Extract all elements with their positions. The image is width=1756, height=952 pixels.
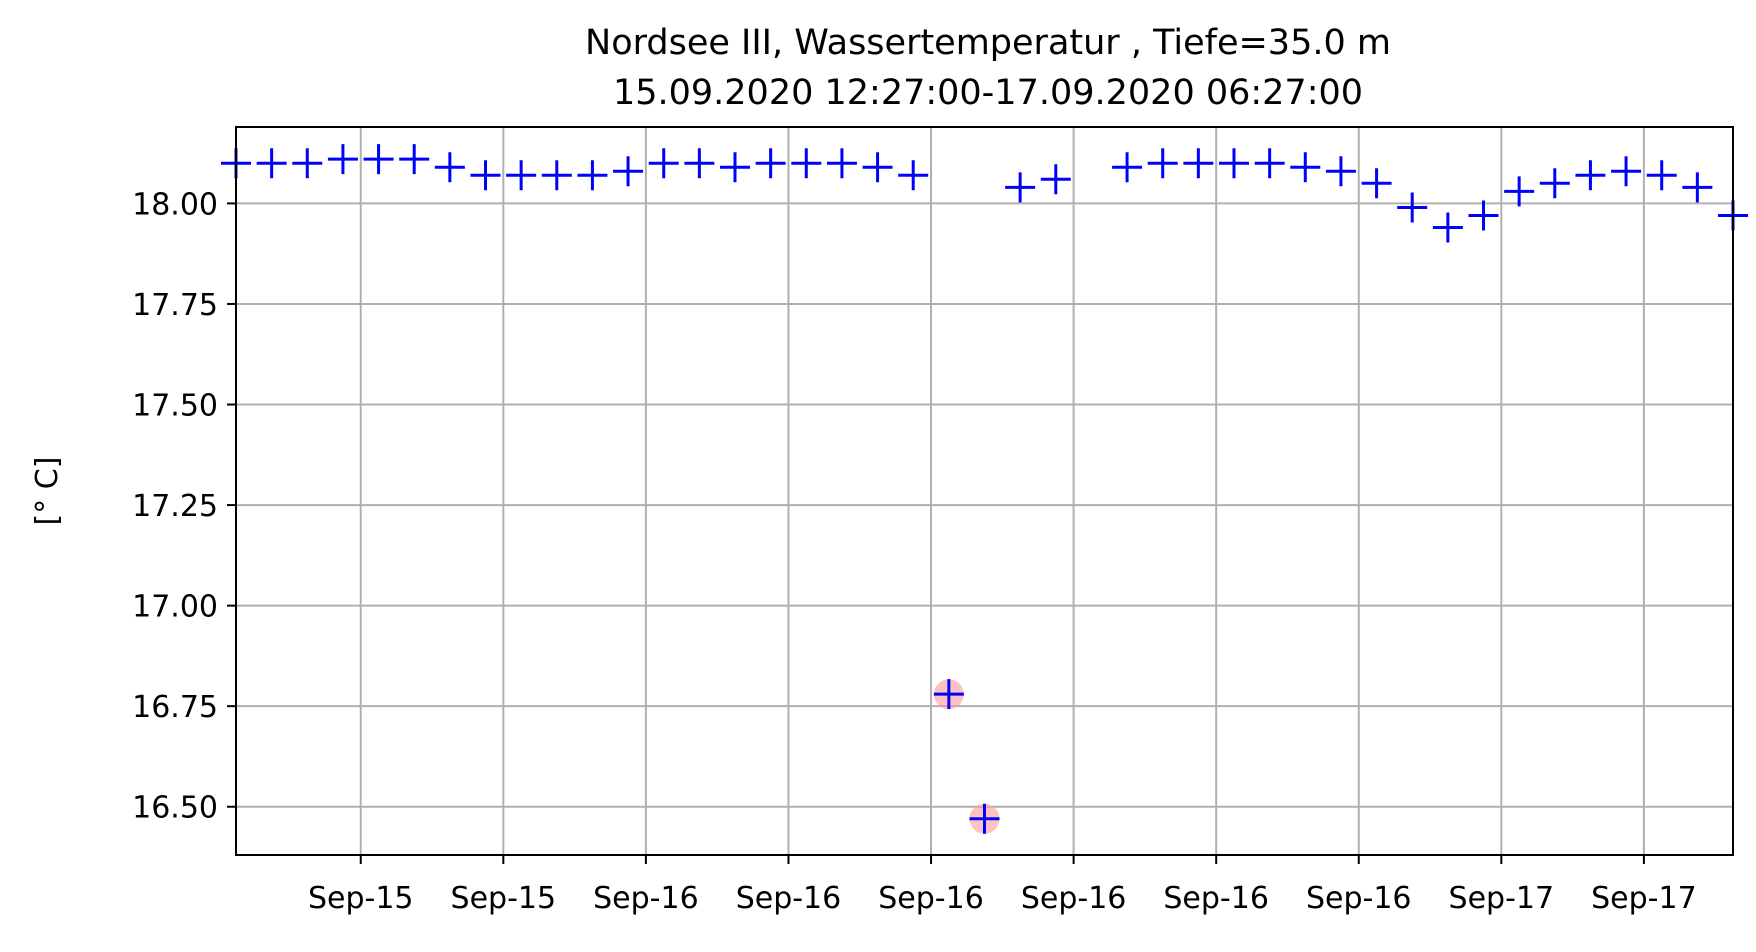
data-point <box>1504 176 1535 207</box>
data-point <box>648 148 679 179</box>
y-tick-label: 16.50 <box>132 791 218 826</box>
x-tick-label: Sep-16 <box>593 881 699 916</box>
x-axis-ticks: Sep-15 Sep-15 Sep-16 Sep-16 Sep-16 Sep-16 Sep-… <box>308 855 1697 916</box>
data-point <box>1254 148 1285 179</box>
y-tick-label: 16.75 <box>132 690 218 725</box>
data-point <box>1397 192 1428 223</box>
data-point <box>256 148 287 179</box>
y-tick-label: 17.75 <box>132 288 218 323</box>
data-point <box>613 156 644 187</box>
x-tick-label: Sep-16 <box>1021 881 1127 916</box>
data-point <box>292 148 323 179</box>
data-point <box>1682 172 1713 203</box>
data-point <box>1575 160 1606 191</box>
data-point <box>755 148 786 179</box>
data-point <box>1646 160 1677 191</box>
data-point <box>826 148 857 179</box>
y-tick-label: 17.50 <box>132 389 218 424</box>
data-point <box>898 160 929 191</box>
data-point <box>363 144 394 175</box>
data-point <box>1432 212 1463 243</box>
data-point <box>684 148 715 179</box>
x-tick-label: Sep-17 <box>1591 881 1697 916</box>
data-point <box>1611 156 1642 187</box>
data-point <box>506 160 537 191</box>
data-point <box>1183 148 1214 179</box>
y-axis-ticks: 16.50 16.75 17.00 17.25 17.50 17.75 18.00 <box>132 187 236 826</box>
flagged-markers <box>933 679 1000 834</box>
chart-title: Nordsee III, Wassertemperatur , Tiefe=35… <box>585 23 1391 63</box>
data-point <box>399 144 430 175</box>
data-point <box>1361 168 1392 199</box>
y-tick-label: 17.00 <box>132 590 218 625</box>
data-point <box>969 803 1000 834</box>
x-tick-label: Sep-16 <box>1306 881 1412 916</box>
data-point <box>1040 164 1071 195</box>
data-point <box>541 160 572 191</box>
data-point <box>1325 156 1356 187</box>
x-tick-label: Sep-15 <box>451 881 557 916</box>
data-point <box>1112 152 1143 183</box>
data-point <box>577 160 608 191</box>
data-point <box>1219 148 1249 179</box>
data-points <box>221 144 1748 834</box>
data-point <box>470 160 501 191</box>
data-point <box>1290 152 1321 183</box>
data-point <box>1468 200 1499 231</box>
x-tick-label: Sep-16 <box>736 881 842 916</box>
y-axis-label: [° C] <box>30 457 65 526</box>
x-tick-label: Sep-16 <box>1163 881 1269 916</box>
data-point <box>1147 148 1178 179</box>
chart-subtitle: 15.09.2020 12:27:00-17.09.2020 06:27:00 <box>613 73 1363 113</box>
y-tick-label: 18.00 <box>132 187 218 222</box>
data-point <box>1539 168 1570 199</box>
data-point <box>933 679 964 710</box>
plot-frame <box>235 126 1734 856</box>
data-point <box>791 148 822 179</box>
x-tick-label: Sep-16 <box>878 881 984 916</box>
x-tick-label: Sep-15 <box>308 881 414 916</box>
data-point <box>434 152 465 183</box>
grid-lines <box>236 127 1733 855</box>
y-tick-label: 17.25 <box>132 489 218 524</box>
data-point <box>327 144 358 175</box>
data-point <box>720 152 750 183</box>
x-tick-label: Sep-17 <box>1449 881 1555 916</box>
data-point <box>1005 172 1036 203</box>
data-point <box>862 152 893 183</box>
